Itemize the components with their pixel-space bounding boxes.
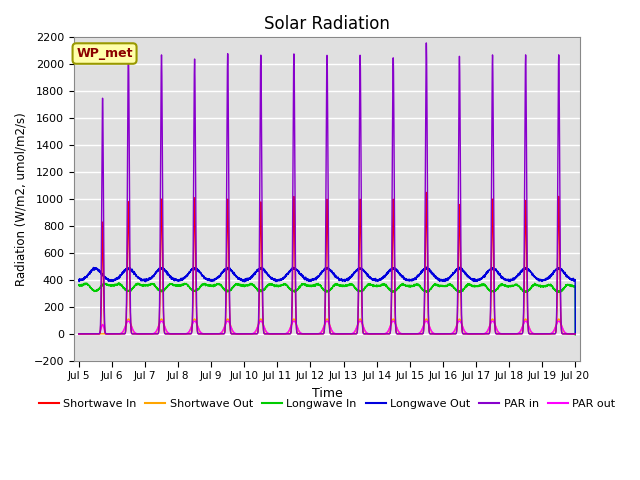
Shortwave In bbox=[75, 331, 83, 337]
Longwave Out bbox=[75, 277, 83, 283]
Shortwave Out bbox=[466, 331, 474, 337]
Longwave In bbox=[467, 281, 474, 287]
PAR in bbox=[308, 331, 316, 337]
Longwave Out bbox=[164, 271, 172, 277]
PAR out bbox=[572, 331, 579, 337]
PAR in bbox=[571, 331, 579, 337]
Longwave Out bbox=[467, 276, 474, 281]
Shortwave In bbox=[410, 331, 418, 337]
Longwave In bbox=[308, 283, 316, 288]
Shortwave Out bbox=[571, 331, 579, 337]
Line: Shortwave Out: Shortwave Out bbox=[79, 319, 575, 334]
Shortwave In bbox=[308, 331, 316, 337]
Longwave Out bbox=[410, 276, 418, 282]
Title: Solar Radiation: Solar Radiation bbox=[264, 15, 390, 33]
Line: Longwave Out: Longwave Out bbox=[79, 267, 575, 334]
PAR out bbox=[410, 331, 418, 337]
PAR out bbox=[438, 331, 445, 337]
Longwave In bbox=[571, 284, 579, 289]
PAR out bbox=[75, 331, 83, 337]
PAR in bbox=[572, 331, 579, 337]
Shortwave Out bbox=[164, 330, 172, 336]
PAR in bbox=[422, 40, 430, 46]
Longwave Out bbox=[438, 278, 446, 284]
Line: Longwave In: Longwave In bbox=[79, 283, 575, 335]
Legend: Shortwave In, Shortwave Out, Longwave In, Longwave Out, PAR in, PAR out: Shortwave In, Shortwave Out, Longwave In… bbox=[35, 395, 620, 413]
PAR out bbox=[555, 318, 563, 324]
Shortwave Out bbox=[555, 316, 563, 322]
Y-axis label: Radiation (W/m2, umol/m2/s): Radiation (W/m2, umol/m2/s) bbox=[15, 112, 28, 286]
Shortwave In bbox=[422, 190, 430, 195]
Line: Shortwave In: Shortwave In bbox=[79, 192, 575, 334]
Shortwave In bbox=[164, 331, 172, 337]
Longwave Out bbox=[308, 276, 316, 282]
Shortwave In bbox=[467, 331, 474, 337]
PAR out bbox=[308, 331, 316, 337]
Shortwave Out bbox=[410, 331, 418, 337]
PAR out bbox=[571, 331, 579, 337]
Longwave In bbox=[164, 283, 172, 288]
Line: PAR out: PAR out bbox=[79, 321, 575, 334]
Longwave Out bbox=[422, 264, 430, 270]
Shortwave Out bbox=[438, 331, 445, 337]
Shortwave Out bbox=[75, 331, 83, 337]
PAR in bbox=[75, 331, 83, 337]
Longwave In bbox=[411, 282, 419, 288]
Text: WP_met: WP_met bbox=[76, 47, 133, 60]
Shortwave Out bbox=[308, 331, 316, 337]
PAR in bbox=[410, 331, 418, 337]
PAR in bbox=[467, 331, 474, 337]
PAR out bbox=[164, 330, 172, 336]
PAR out bbox=[466, 331, 474, 337]
Longwave In bbox=[438, 283, 446, 288]
Longwave In bbox=[115, 280, 123, 286]
PAR in bbox=[164, 331, 172, 337]
Shortwave In bbox=[571, 331, 579, 337]
X-axis label: Time: Time bbox=[312, 387, 342, 400]
PAR in bbox=[438, 331, 446, 337]
Line: PAR in: PAR in bbox=[79, 43, 575, 334]
Longwave Out bbox=[572, 331, 579, 337]
Longwave In bbox=[75, 282, 83, 288]
Shortwave In bbox=[572, 331, 579, 337]
Longwave Out bbox=[571, 276, 579, 282]
Longwave In bbox=[572, 332, 579, 338]
Shortwave Out bbox=[572, 331, 579, 337]
Shortwave In bbox=[438, 331, 446, 337]
